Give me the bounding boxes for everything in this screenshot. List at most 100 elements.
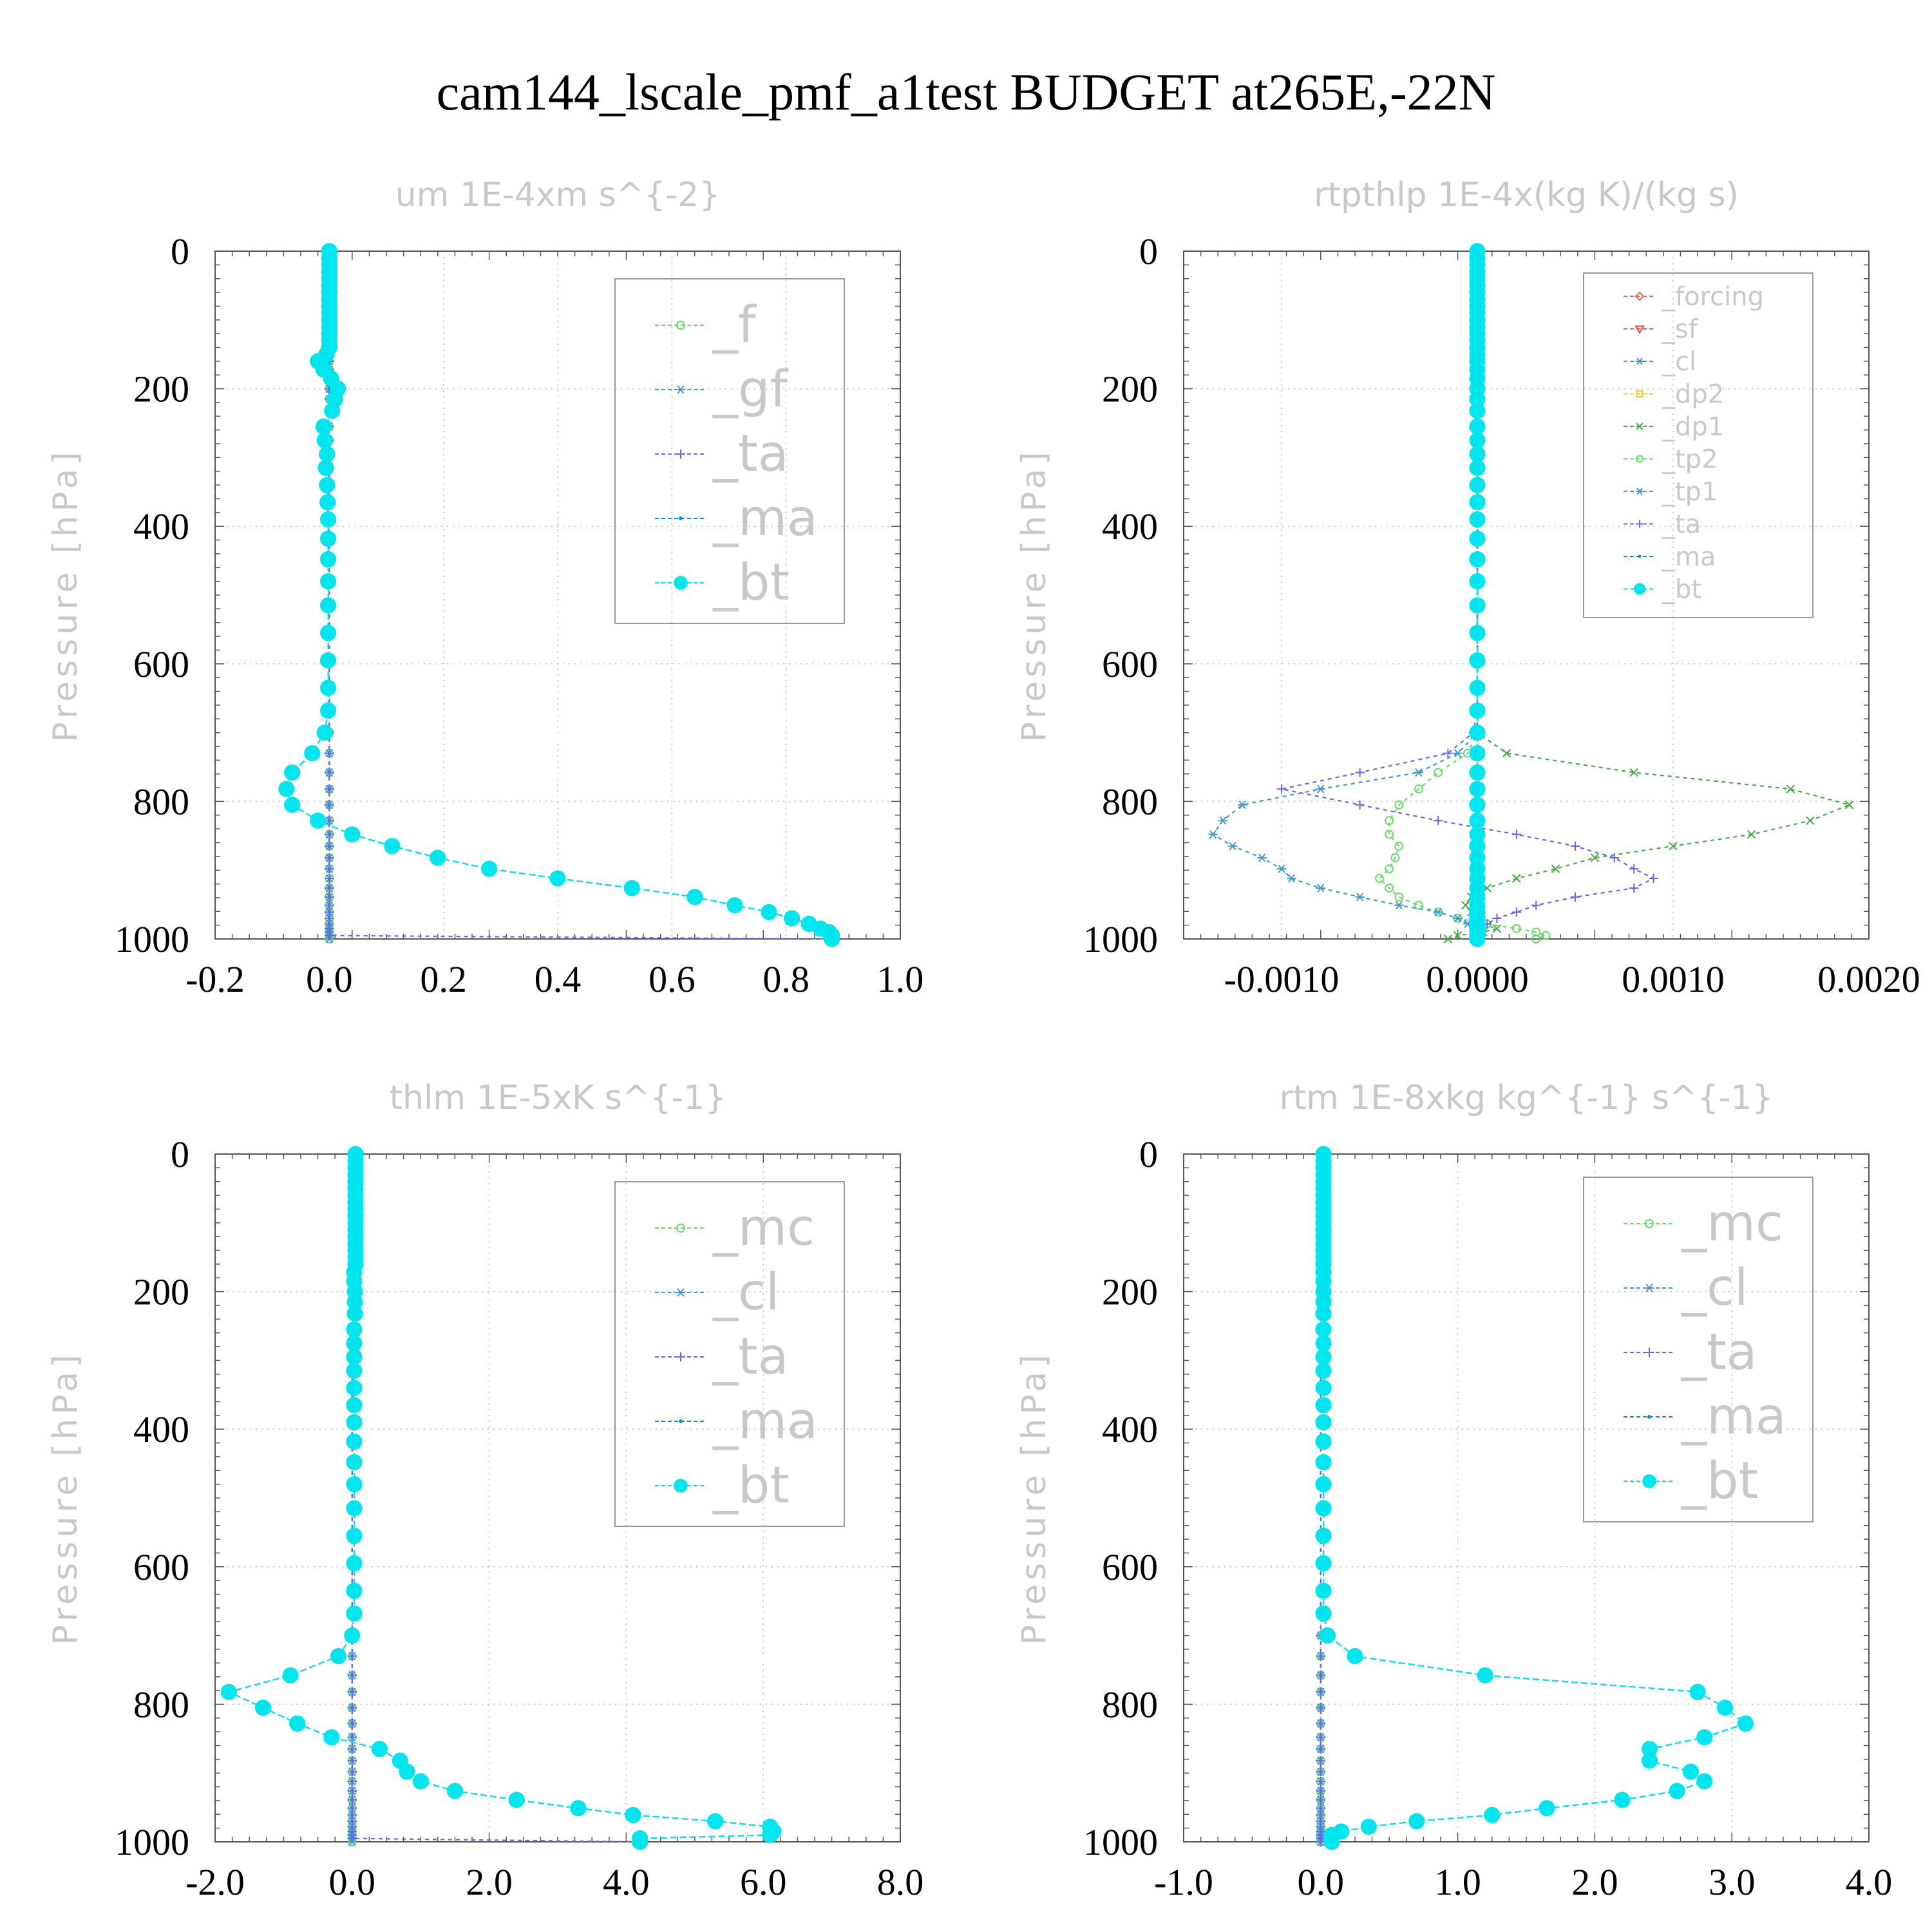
marker-ta bbox=[1511, 907, 1521, 917]
panel-title: rtm 1E-8xkg kg^{-1} s^{-1} bbox=[1279, 1079, 1773, 1117]
x-tick-label: 0.0 bbox=[306, 958, 353, 1000]
marker-bt bbox=[346, 1500, 363, 1517]
marker-asterisk bbox=[676, 1288, 686, 1297]
legend-box bbox=[1583, 272, 1814, 618]
marker-circle bbox=[1375, 874, 1384, 884]
y-axis-label: Pressure [hPa] bbox=[46, 448, 85, 743]
panel-title: rtpthlp 1E-4x(kg K)/(kg s) bbox=[1314, 176, 1739, 214]
marker-ta bbox=[1316, 1756, 1325, 1766]
legend-entry: _sf bbox=[1662, 315, 1698, 345]
marker-bt bbox=[1469, 446, 1486, 462]
marker-bt bbox=[289, 1715, 306, 1732]
marker-ma bbox=[1638, 554, 1642, 558]
marker-bt bbox=[1696, 1773, 1713, 1790]
marker-circle bbox=[1531, 934, 1541, 943]
series-line bbox=[351, 1154, 640, 1843]
marker-ta bbox=[1316, 1732, 1325, 1742]
panel-title: um 1E-4xm s^{-2} bbox=[395, 176, 721, 214]
marker-ta bbox=[325, 883, 334, 893]
marker-bt bbox=[254, 1700, 272, 1716]
marker-x bbox=[1844, 800, 1854, 810]
chart-panel-2: rtpthlp 1E-4x(kg K)/(kg s) Pressure [hPa]… bbox=[1015, 176, 1920, 1000]
marker-ta bbox=[1276, 784, 1287, 794]
marker-bt bbox=[319, 702, 337, 719]
marker-bt bbox=[1477, 1667, 1493, 1684]
marker-bt bbox=[323, 1729, 340, 1746]
y-axis-label: Pressure [hPa] bbox=[46, 1351, 85, 1645]
y-tick-label: 600 bbox=[1102, 643, 1158, 685]
marker-bt bbox=[726, 897, 743, 914]
marker-ta bbox=[325, 816, 334, 826]
marker-bt bbox=[284, 764, 301, 781]
marker-x bbox=[1806, 816, 1815, 826]
marker-bt bbox=[315, 418, 332, 435]
marker-ta bbox=[1316, 1719, 1325, 1728]
marker-bt bbox=[399, 1763, 415, 1780]
marker-circle bbox=[1394, 892, 1404, 902]
marker-bt bbox=[316, 432, 333, 449]
y-tick-label: 400 bbox=[1102, 1408, 1158, 1450]
marker-bt bbox=[674, 1479, 688, 1493]
marker-ta bbox=[325, 873, 334, 884]
x-tick-label: -1.0 bbox=[1154, 1861, 1213, 1903]
y-tick-label: 400 bbox=[1102, 506, 1158, 547]
marker-bt bbox=[1641, 1741, 1658, 1757]
marker-x bbox=[1551, 864, 1560, 873]
marker-ta bbox=[1316, 1651, 1325, 1661]
marker-asterisk bbox=[1394, 901, 1404, 910]
x-tick-label: 1.0 bbox=[1434, 1861, 1481, 1903]
marker-bt bbox=[310, 812, 327, 829]
x-tick-label: 0.0 bbox=[329, 1861, 376, 1903]
marker-ta bbox=[347, 1651, 357, 1661]
legend-entry: _dp2 bbox=[1662, 380, 1724, 410]
marker-asterisk bbox=[1434, 907, 1443, 916]
marker-bt bbox=[324, 402, 341, 419]
marker-bt bbox=[346, 1582, 363, 1599]
marker-asterisk bbox=[676, 385, 686, 394]
marker-ta bbox=[325, 853, 334, 863]
plot-frame bbox=[1183, 1153, 1870, 1842]
marker-circle bbox=[1636, 455, 1643, 463]
marker-bt bbox=[1315, 1433, 1332, 1450]
y-tick-label: 0 bbox=[171, 231, 189, 272]
marker-ta bbox=[347, 1703, 357, 1712]
marker-bt bbox=[1614, 1792, 1631, 1808]
marker-asterisk bbox=[1644, 1283, 1654, 1293]
marker-bt bbox=[762, 1826, 779, 1843]
x-tick-label: -2.0 bbox=[185, 1861, 245, 1903]
marker-bt bbox=[384, 838, 401, 855]
marker-ta bbox=[1492, 913, 1502, 923]
marker-bt bbox=[1469, 652, 1486, 669]
marker-bt bbox=[1469, 530, 1486, 547]
legend-entry: _ma bbox=[712, 1392, 818, 1450]
marker-asterisk bbox=[1208, 830, 1218, 839]
marker-x bbox=[1443, 934, 1453, 943]
marker-bt bbox=[346, 1605, 363, 1622]
series-line bbox=[285, 251, 833, 939]
marker-asterisk bbox=[1287, 874, 1296, 883]
series-ta bbox=[347, 1149, 645, 1847]
marker-bt bbox=[1315, 1349, 1332, 1365]
marker-bt bbox=[1469, 477, 1486, 493]
legend: _mc _cl _ta _ma _bt bbox=[1583, 1177, 1814, 1522]
marker-bt bbox=[1669, 1783, 1685, 1799]
y-axis-label: Pressure [hPa] bbox=[1015, 448, 1054, 743]
x-tick-label: 0.0000 bbox=[1426, 958, 1529, 1000]
legend-entry: _forcing bbox=[1662, 282, 1764, 312]
legend-entry: _cl bbox=[1662, 347, 1696, 377]
marker-bt bbox=[344, 826, 361, 843]
series-line bbox=[1448, 251, 1852, 940]
marker-ta bbox=[325, 784, 334, 794]
series-line bbox=[227, 1154, 775, 1842]
marker-bt bbox=[1469, 724, 1486, 741]
marker-circle bbox=[1394, 841, 1404, 851]
marker-ta bbox=[1629, 883, 1639, 893]
legend-entry: _cl bbox=[712, 1264, 780, 1321]
marker-bt bbox=[1689, 1683, 1706, 1700]
marker-asterisk bbox=[1355, 893, 1365, 902]
y-tick-label: 200 bbox=[1102, 368, 1158, 410]
y-tick-label: 1000 bbox=[1083, 1821, 1158, 1863]
marker-ta bbox=[347, 1744, 357, 1754]
marker-asterisk bbox=[1227, 842, 1238, 851]
marker-ta bbox=[347, 1833, 357, 1843]
